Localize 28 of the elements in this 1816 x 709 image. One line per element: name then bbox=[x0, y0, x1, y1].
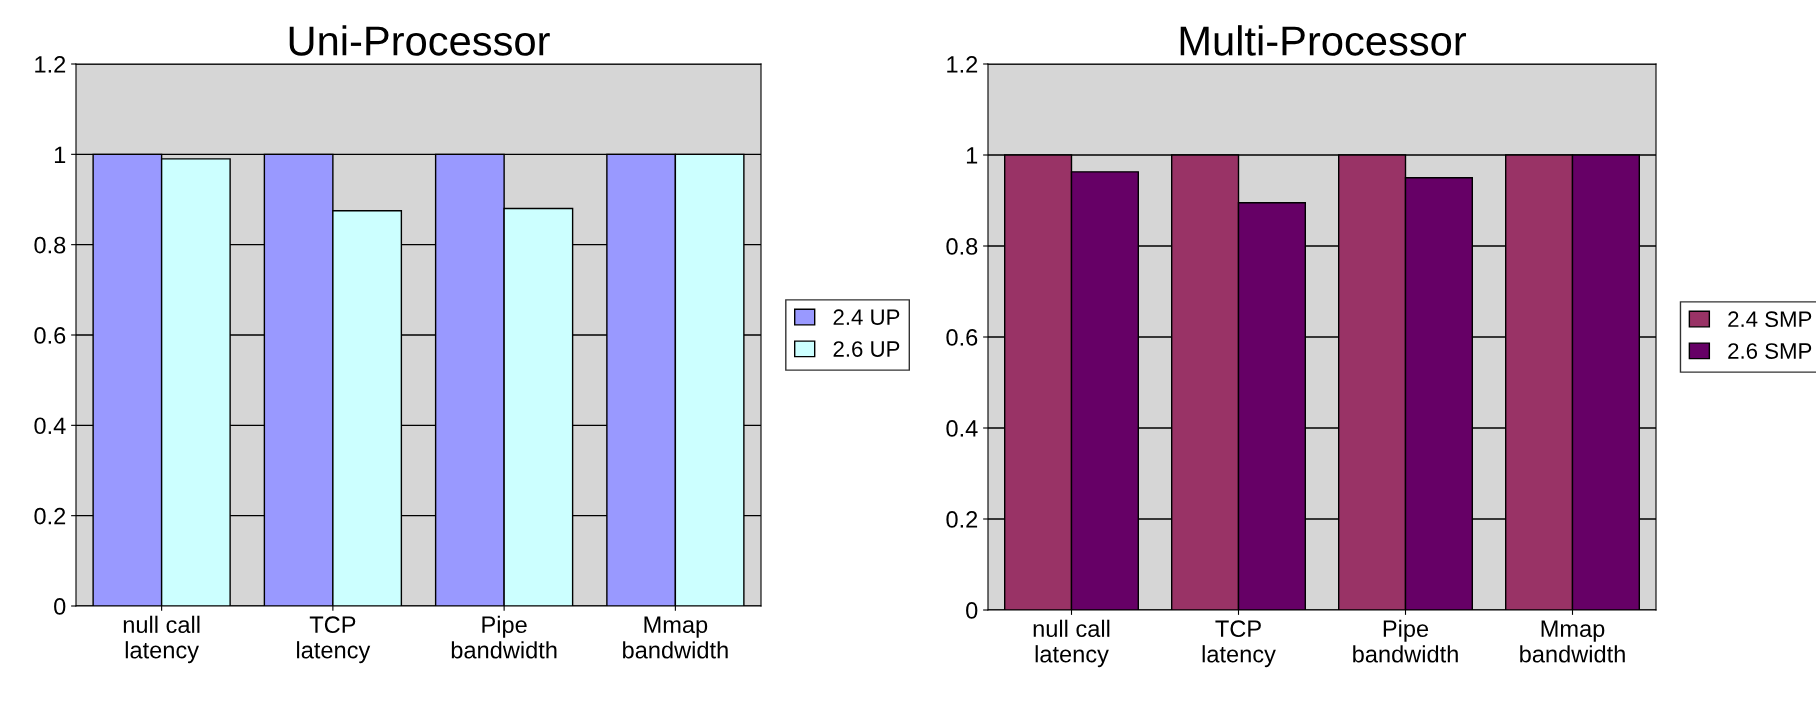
legend-label: 2.6 UP bbox=[833, 341, 900, 357]
y-tick-label: 0.4 bbox=[946, 420, 978, 437]
x-tick-label: Pipe bandwidth bbox=[1353, 619, 1458, 663]
x-tick-label: TCP latency bbox=[297, 616, 371, 664]
legend-label: 2.4 SMP bbox=[1728, 311, 1812, 328]
y-tick-label: 1 bbox=[54, 146, 66, 163]
x-tick-label: Pipe bandwidth bbox=[451, 615, 557, 659]
y-tick-label: 0.8 bbox=[34, 236, 66, 254]
y-tick-label: 0 bbox=[54, 598, 66, 615]
x-tick-label: TCP latency bbox=[1202, 620, 1276, 668]
x-tick-label: Mmap bandwidth bbox=[623, 616, 728, 659]
y-tick-label: 0.6 bbox=[946, 329, 978, 346]
x-tick-label: Mmap bandwidth bbox=[1520, 620, 1625, 663]
y-tick-label: 0.4 bbox=[34, 417, 66, 435]
y-tick-label: 0.2 bbox=[34, 507, 66, 525]
y-tick-label: 1.2 bbox=[947, 56, 978, 73]
x-tick-label: null call latency bbox=[1033, 619, 1110, 668]
x-tick-label: null call latency bbox=[123, 615, 200, 664]
y-tick-label: 0.2 bbox=[946, 511, 978, 528]
legend-label: 2.4 UP bbox=[833, 309, 900, 326]
chart-title: Uni-Processor bbox=[289, 25, 550, 56]
chart-title: Multi-Processor bbox=[1180, 25, 1467, 56]
y-tick-label: 0.8 bbox=[946, 238, 978, 255]
y-tick-label: 0.6 bbox=[34, 327, 66, 344]
y-tick-label: 1.2 bbox=[35, 56, 66, 73]
y-tick-label: 0 bbox=[966, 602, 978, 619]
y-tick-label: 1 bbox=[966, 147, 978, 164]
legend-label: 2.6 SMP bbox=[1728, 343, 1812, 359]
